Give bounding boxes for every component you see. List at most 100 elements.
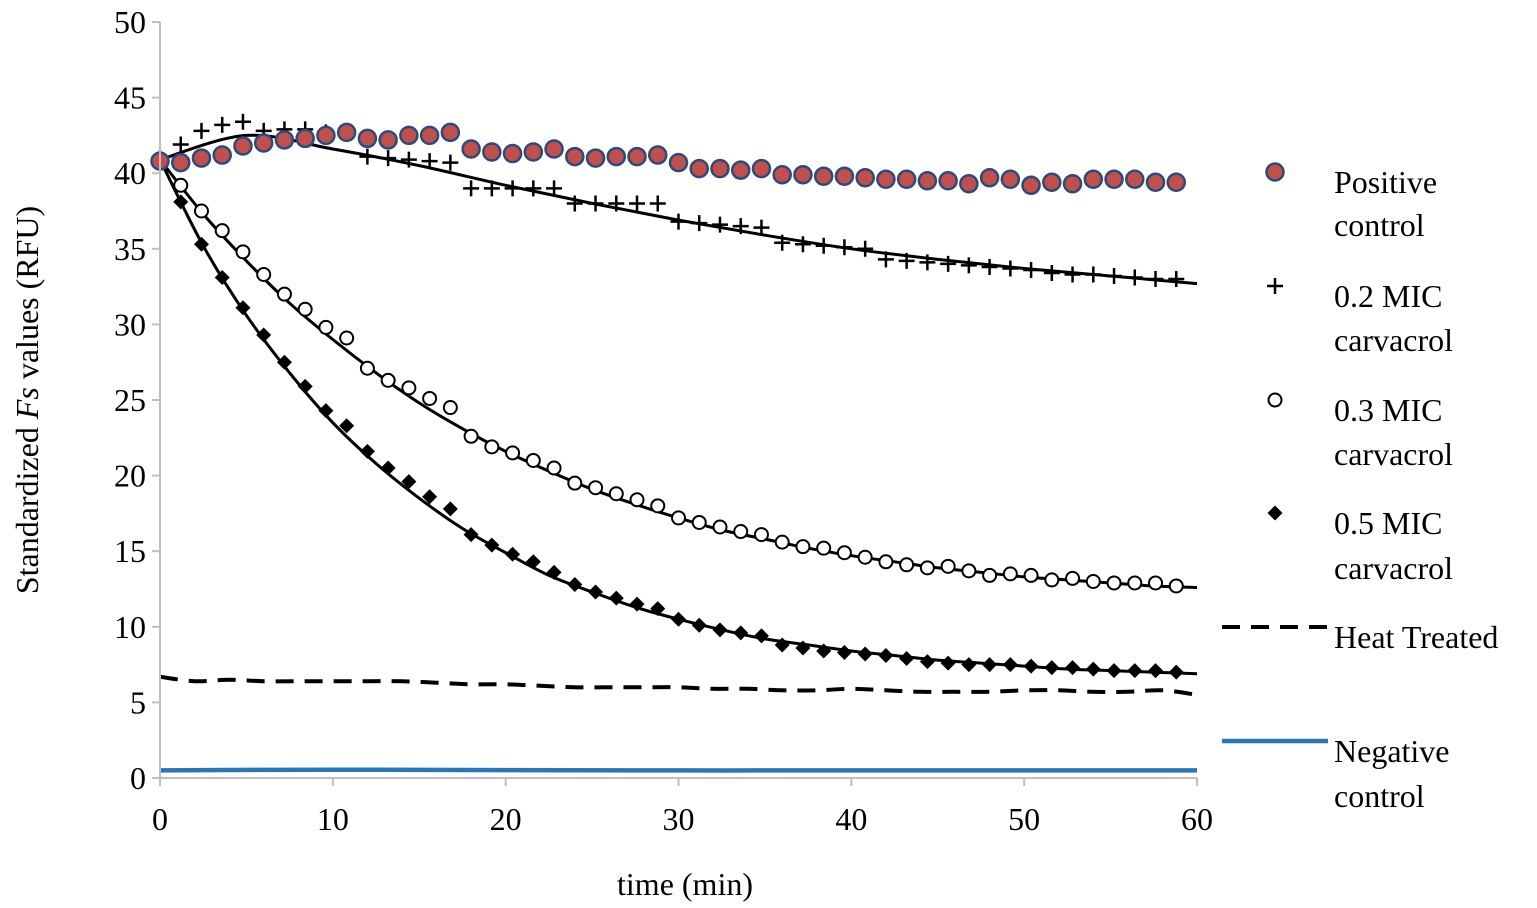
legend-entry: 0.3 MIC carvacrol [1267, 392, 1453, 472]
data-point [753, 219, 770, 236]
x-tick-label: 30 [663, 801, 695, 837]
data-point [1127, 663, 1143, 679]
data-point [795, 539, 811, 555]
data-point [1168, 578, 1184, 594]
data-point [982, 657, 998, 673]
data-point [1023, 261, 1040, 278]
data-point [1106, 268, 1123, 285]
legend-entry: 0.2 MIC carvacrol [1267, 278, 1453, 358]
data-point [961, 563, 977, 579]
data-point [919, 254, 936, 271]
data-point [463, 527, 479, 543]
data-point [1062, 174, 1083, 194]
data-point [421, 153, 438, 170]
data-point [899, 557, 915, 573]
data-point [712, 519, 728, 535]
data-point [1000, 169, 1021, 189]
data-point [1002, 566, 1018, 582]
data-point [627, 146, 647, 167]
data-point [461, 139, 481, 159]
data-point [795, 640, 811, 656]
data-point [233, 136, 253, 156]
data-point [1166, 172, 1187, 193]
data-point [711, 216, 728, 233]
data-point [732, 218, 749, 235]
data-point [234, 113, 251, 130]
data-point [587, 195, 604, 212]
data-point [877, 251, 894, 268]
data-point [170, 152, 191, 173]
data-point [1002, 657, 1018, 673]
data-point [214, 223, 230, 239]
data-point [401, 380, 417, 396]
series-positive-control [150, 122, 1187, 196]
y-axis-title: Standardized Fs values (RFU) [9, 206, 45, 594]
legend-label: Positive [1334, 164, 1437, 200]
series-layer [150, 113, 1198, 773]
data-point [940, 558, 956, 574]
data-point [836, 239, 853, 256]
y-tick-label: 45 [114, 80, 146, 116]
data-point [442, 400, 458, 416]
data-point [505, 546, 521, 562]
data-point [940, 655, 956, 671]
data-point [297, 301, 313, 317]
data-point [938, 171, 958, 191]
data-point [523, 142, 544, 162]
data-point [878, 648, 894, 664]
data-point [1168, 271, 1185, 288]
data-point [982, 567, 998, 583]
data-point [710, 158, 730, 179]
data-point [608, 195, 625, 212]
data-point [588, 584, 604, 600]
data-point [484, 537, 500, 553]
data-point [1064, 266, 1081, 283]
axes: 0 5 10 15 20 25 30 35 40 45 50 0 10 20 30 40 50 60 time … [9, 4, 1213, 902]
data-point [401, 474, 417, 490]
data-point [172, 136, 189, 153]
y-tick-label: 35 [114, 231, 146, 267]
data-point [357, 128, 378, 149]
data-point [422, 489, 438, 505]
data-point [1043, 264, 1060, 281]
data-point [1044, 660, 1060, 676]
legend-label: 0.2 MIC [1334, 278, 1442, 314]
data-point [1145, 172, 1166, 193]
data-point [606, 146, 627, 167]
data-point [525, 554, 541, 570]
data-point [608, 486, 624, 502]
data-point [318, 403, 334, 419]
data-point [629, 596, 645, 612]
data-point [359, 443, 375, 459]
data-point [1126, 269, 1143, 286]
data-point [608, 590, 624, 606]
data-point [1023, 567, 1039, 583]
data-point [359, 148, 376, 165]
data-point [502, 143, 523, 164]
data-point [689, 158, 709, 179]
data-point [1127, 575, 1143, 591]
data-point [816, 643, 832, 659]
data-point [504, 180, 521, 197]
y-tick-label: 50 [114, 4, 146, 40]
series-0-3-mic-carvacrol [152, 152, 1184, 594]
legend-label: Negative [1334, 733, 1450, 769]
data-point [256, 267, 272, 283]
series-negative-control [159, 767, 1197, 773]
data-point [567, 576, 583, 592]
data-point [1023, 658, 1039, 674]
data-point [629, 195, 646, 212]
x-tick-label: 60 [1181, 801, 1213, 837]
data-point [214, 270, 230, 286]
y-axis-title-part-2: Fs [9, 387, 45, 420]
data-point [1148, 663, 1164, 679]
data-point [981, 258, 998, 275]
x-tick-label: 40 [835, 801, 867, 837]
data-point [878, 554, 894, 570]
data-point [1104, 169, 1124, 189]
data-point [274, 130, 295, 150]
data-point [544, 139, 564, 159]
data-point [316, 125, 336, 146]
data-point [318, 319, 334, 335]
data-point [440, 122, 461, 143]
